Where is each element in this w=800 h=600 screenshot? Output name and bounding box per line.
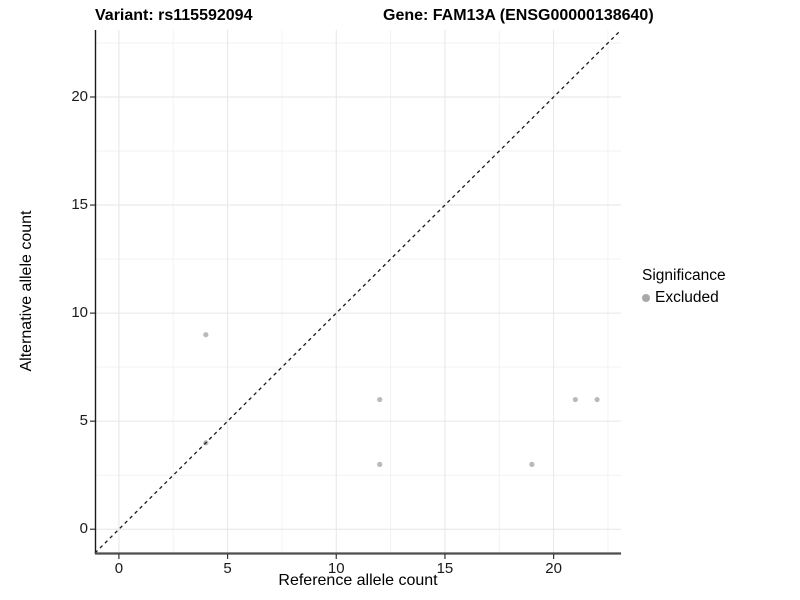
- x-axis-title: Reference allele count: [278, 572, 438, 589]
- plot-title-variant: Variant: rs115592094: [95, 7, 253, 24]
- data-point: [377, 396, 383, 403]
- identity-line: [94, 29, 622, 554]
- data-point: [203, 332, 209, 338]
- y-tick-label: 5: [79, 412, 88, 430]
- data-point: [594, 396, 600, 403]
- data-point: [529, 461, 535, 467]
- data-point: [377, 461, 383, 467]
- legend-title: Significance: [642, 267, 726, 284]
- x-tick-label: 5: [223, 560, 232, 577]
- x-tick-label: 20: [545, 560, 562, 577]
- y-tick-label: 15: [71, 196, 88, 214]
- legend: Significance Excluded: [642, 266, 726, 307]
- x-tick-label: 15: [436, 560, 454, 577]
- y-tick-label: 20: [71, 87, 88, 105]
- data-point: [572, 396, 578, 403]
- y-axis-title: Alternative allele count: [18, 210, 35, 372]
- plot-title-gene: Gene: FAM13A (ENSG00000138640): [383, 7, 654, 24]
- legend-key-dot: [642, 293, 650, 302]
- x-tick-label: 0: [114, 560, 124, 577]
- legend-item-label: Excluded: [655, 289, 719, 306]
- x-tick-label: 10: [327, 560, 345, 577]
- y-tick-label: 0: [79, 520, 88, 538]
- y-tick-label: 10: [71, 304, 88, 322]
- legend-item-excluded: Excluded: [642, 288, 726, 307]
